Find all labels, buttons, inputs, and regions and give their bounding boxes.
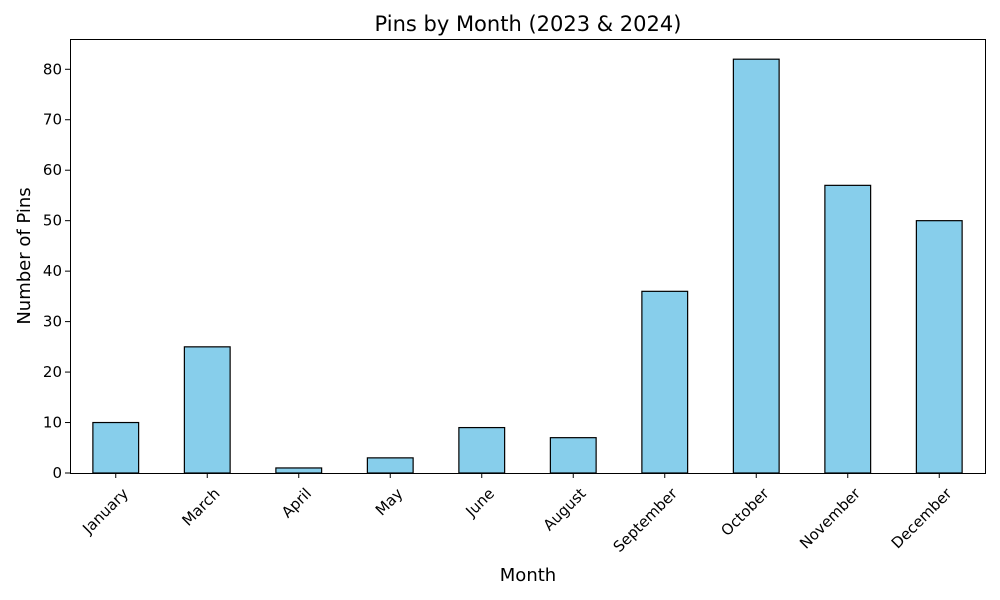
y-tick-label: 20 xyxy=(43,363,62,381)
y-axis-label: Number of Pins xyxy=(14,187,35,324)
y-tick-label: 0 xyxy=(52,464,62,482)
x-tick-label: April xyxy=(278,485,315,522)
bar-june xyxy=(458,426,506,474)
y-tick-label: 10 xyxy=(43,414,62,432)
x-tick-label: August xyxy=(540,484,590,534)
y-tick-label: 80 xyxy=(43,60,62,78)
bar-april xyxy=(275,467,323,474)
chart-title: Pins by Month (2023 & 2024) xyxy=(375,12,682,36)
bar-january xyxy=(92,421,140,474)
x-tick-label: November xyxy=(796,484,864,552)
y-tick-label: 60 xyxy=(43,161,62,179)
bar-august xyxy=(549,437,597,474)
y-tick-label: 40 xyxy=(43,262,62,280)
bar-november xyxy=(824,184,872,474)
x-axis-label: Month xyxy=(500,565,556,586)
x-tick-label: January xyxy=(78,484,132,538)
y-tick-label: 50 xyxy=(43,212,62,230)
bar-october xyxy=(732,58,780,474)
x-tick-label: June xyxy=(461,485,498,522)
x-tick-label: September xyxy=(610,484,682,556)
bars-group xyxy=(92,58,963,474)
y-axis-ticks: 0 10 20 30 40 50 60 70 80 xyxy=(43,60,70,482)
bar-march xyxy=(183,346,231,474)
y-tick-label: 70 xyxy=(43,111,62,129)
plot-frame xyxy=(70,39,986,474)
x-axis-ticks: January March April May June August September O… xyxy=(78,473,956,556)
x-tick-label: October xyxy=(717,484,773,540)
bar-may xyxy=(366,457,414,474)
bar-september xyxy=(641,290,689,474)
x-tick-label: May xyxy=(372,484,407,519)
x-tick-label: December xyxy=(888,484,956,552)
x-tick-label: March xyxy=(178,485,223,530)
y-tick-label: 30 xyxy=(43,313,62,331)
bar-december xyxy=(915,220,963,474)
